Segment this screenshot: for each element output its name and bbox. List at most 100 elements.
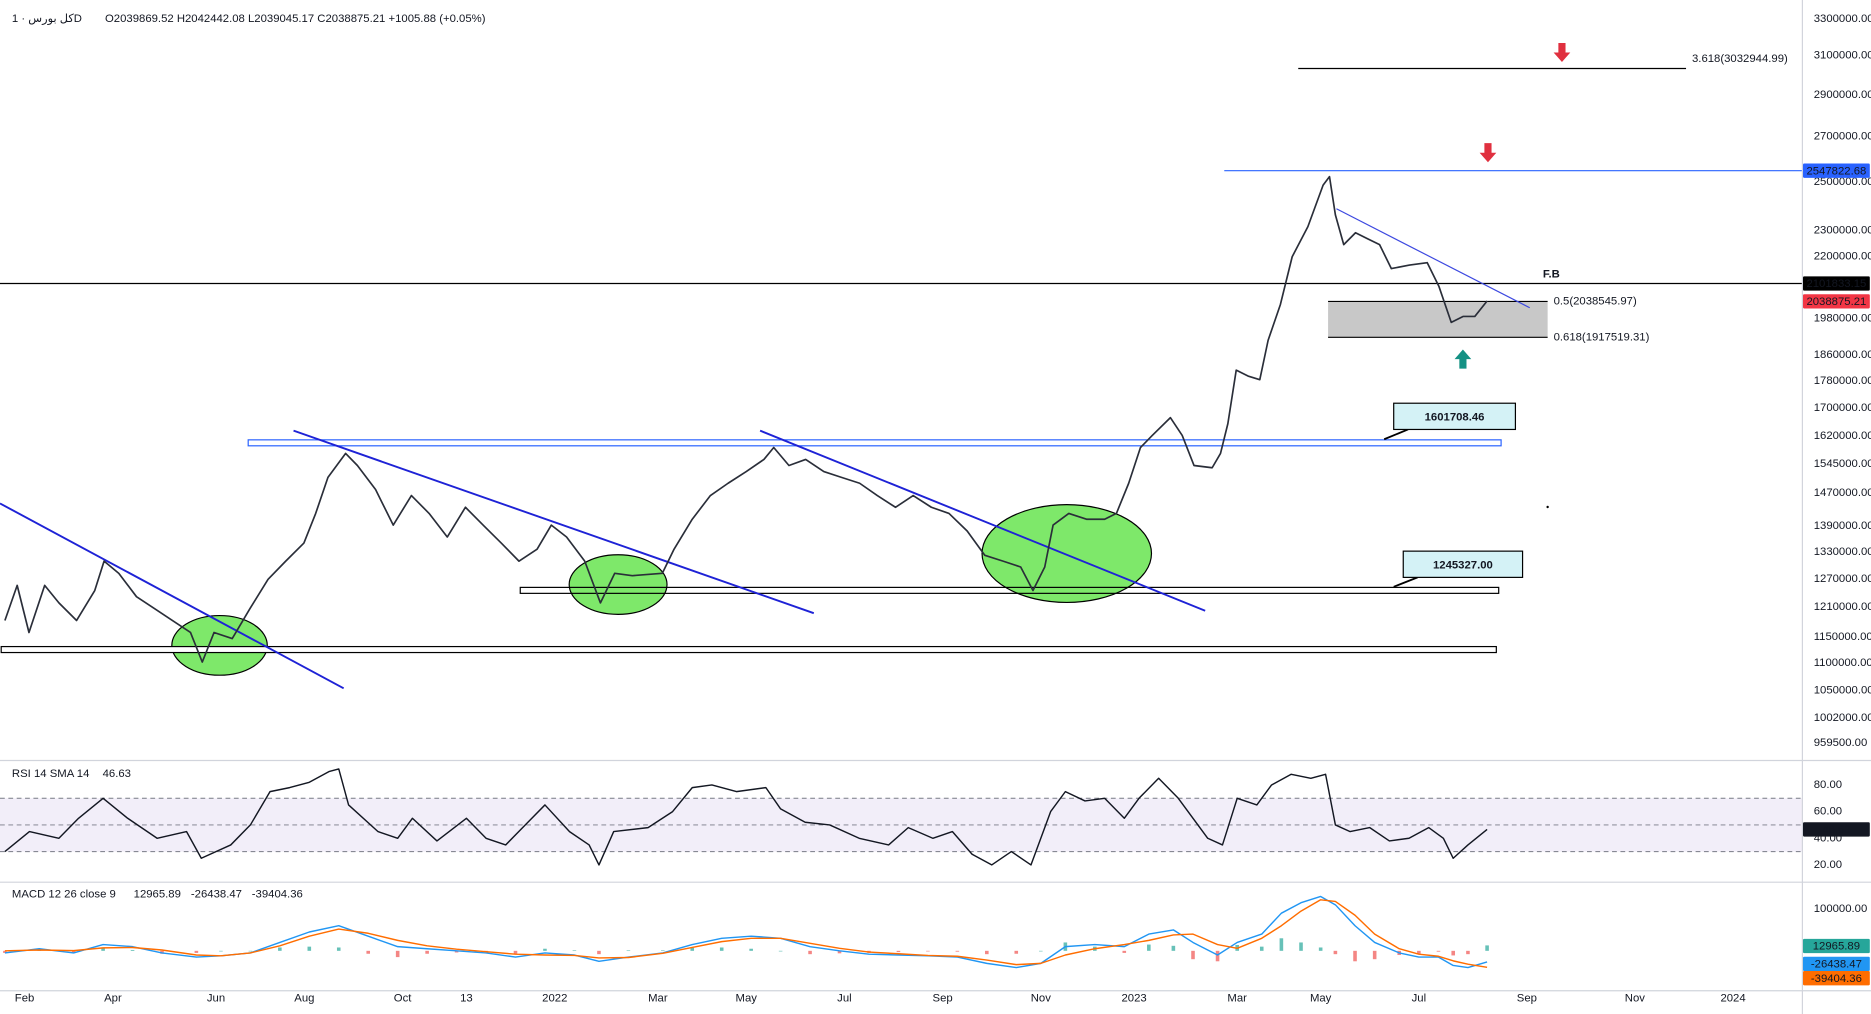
histogram-bar <box>1466 950 1470 955</box>
histogram-bar <box>219 950 223 952</box>
histogram-bar <box>778 950 783 952</box>
y-tick-label: 2200000.00 <box>1814 251 1871 263</box>
histogram-bar <box>896 950 901 953</box>
callout-pointer <box>1383 428 1409 441</box>
series-line <box>4 895 1488 969</box>
histogram-bar <box>597 950 601 955</box>
fib-label: 3.618(3032944.99) <box>1692 53 1788 65</box>
histogram-bar <box>719 947 724 951</box>
x-tick-label: Sep <box>1517 992 1537 1004</box>
x-tick-label: Jul <box>837 992 851 1004</box>
x-tick-label: Aug <box>294 992 314 1004</box>
arrow-down <box>1479 143 1497 163</box>
histogram-bar <box>1014 950 1019 954</box>
rsi-value: 46.63 <box>103 768 131 780</box>
x-tick-label: Mar <box>648 992 668 1004</box>
histogram-bar <box>1191 950 1195 960</box>
histogram-bar <box>248 950 253 952</box>
support-zone <box>0 645 1497 654</box>
y-tick-label: 1860000.00 <box>1814 349 1871 361</box>
histogram-bar <box>1318 947 1323 951</box>
ohlc-legend: O2039869.52 H2042442.08 L2039045.17 C203… <box>105 13 486 25</box>
y-tick-label: 3300000.00 <box>1814 13 1871 25</box>
callout-label: 1245327.00 <box>1433 559 1493 571</box>
histogram-bar <box>660 950 665 952</box>
histogram-bar <box>1299 942 1303 951</box>
rsi-band <box>0 798 1802 852</box>
trendline <box>759 429 1206 612</box>
rsi-badge <box>1802 822 1870 837</box>
x-tick-label: Nov <box>1031 992 1051 1004</box>
y-tick-label: 1270000.00 <box>1814 573 1871 585</box>
macd-title: MACD 12 26 close 9 <box>12 889 116 901</box>
histogram-bar <box>1147 944 1151 951</box>
macd-badge <box>1802 971 1870 986</box>
histogram-bar <box>926 950 930 952</box>
histogram-bar <box>1333 950 1338 955</box>
y-tick-label: 1330000.00 <box>1814 546 1871 558</box>
histogram-bar <box>1171 945 1176 951</box>
histogram-bar <box>1215 950 1220 962</box>
histogram-bar <box>985 950 989 955</box>
series-line <box>4 899 1488 969</box>
y-tick-label: 2700000.00 <box>1814 131 1871 143</box>
y-tick-label: 1150000.00 <box>1814 631 1871 643</box>
histogram-bar <box>690 947 695 951</box>
histogram-bar <box>1259 946 1264 951</box>
histogram-bar <box>626 950 631 952</box>
histogram-bar <box>749 948 753 951</box>
macd-badge-label: 12965.89 <box>1813 941 1860 953</box>
histogram-bar <box>1039 950 1043 952</box>
x-tick-label: Mar <box>1227 992 1247 1004</box>
highlight-ellipse <box>568 554 668 615</box>
macd-badge-label: -26438.47 <box>1811 958 1862 970</box>
histogram-bar <box>425 950 429 954</box>
macd-signal-value: -39404.36 <box>252 889 303 901</box>
callout-pointer <box>1393 576 1418 588</box>
last-price-badge <box>1802 294 1870 309</box>
series-line <box>4 768 1488 866</box>
level-zone <box>247 439 1502 447</box>
y-tick-label: 1780000.00 <box>1814 375 1871 387</box>
histogram-bar <box>1353 950 1357 962</box>
trendline <box>293 429 815 615</box>
price-badge <box>1802 163 1870 178</box>
marker-dot <box>1546 505 1549 509</box>
highlight-ellipse <box>171 614 268 676</box>
histogram-bar <box>130 949 135 951</box>
x-tick-label: Nov <box>1625 992 1645 1004</box>
histogram-bar <box>1451 950 1456 956</box>
y-tick-label: 20.00 <box>1814 859 1842 871</box>
histogram-bar <box>395 950 400 958</box>
callout-box <box>1393 402 1517 431</box>
symbol-title: کل بورس · 1D <box>12 13 82 26</box>
series-line <box>4 175 1488 663</box>
histogram-bar <box>1417 950 1421 954</box>
histogram-bar <box>1279 938 1284 951</box>
y-tick-label: 1470000.00 <box>1814 487 1871 499</box>
x-tick-label: Apr <box>104 992 122 1004</box>
y-tick-label: 2300000.00 <box>1814 225 1871 237</box>
x-tick-label: Jun <box>207 992 225 1004</box>
macd-histogram-value: 12965.89 <box>134 889 181 901</box>
trendline <box>0 502 345 690</box>
histogram-bar <box>543 948 547 951</box>
y-tick-label: 1390000.00 <box>1814 520 1871 532</box>
y-tick-label: 1002000.00 <box>1814 712 1871 724</box>
y-tick-label: 1980000.00 <box>1814 313 1871 325</box>
histogram-bar <box>837 950 842 954</box>
x-tick-label: 2022 <box>542 992 567 1004</box>
callout-label: 1601708.46 <box>1425 412 1485 424</box>
histogram-bar <box>366 950 371 954</box>
y-tick-label: 3100000.00 <box>1814 50 1871 62</box>
x-tick-label: 2023 <box>1121 992 1146 1004</box>
drawings-under <box>0 504 1497 676</box>
y-tick-label: 60.00 <box>1814 806 1842 818</box>
arrow-up <box>1454 349 1472 369</box>
y-tick-label: 40.00 <box>1814 832 1842 844</box>
y-tick-label: 2900000.00 <box>1814 89 1871 101</box>
y-tick-label: 1050000.00 <box>1814 684 1871 696</box>
arrow-down <box>1553 42 1571 63</box>
